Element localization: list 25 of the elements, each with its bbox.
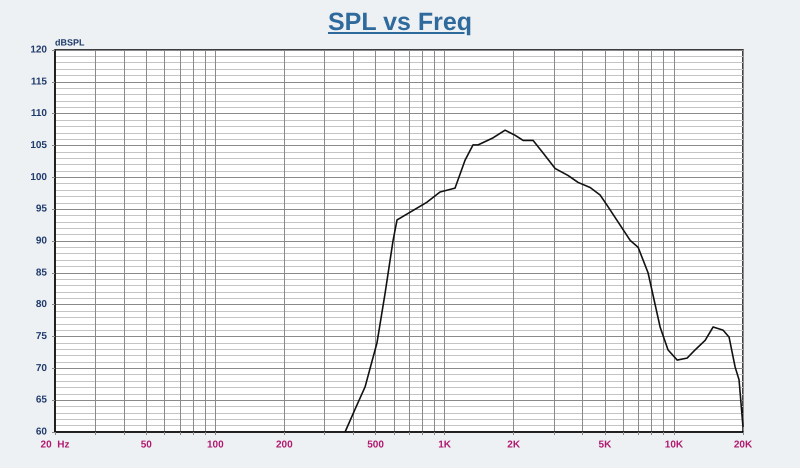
y-tick-label: 95	[36, 204, 48, 215]
y-tick-label: 90	[36, 236, 48, 246]
y-tick-label: 115	[30, 76, 48, 88]
x-tick-label: 50	[140, 440, 152, 450]
x-tick-label: 5K	[598, 440, 612, 450]
x-tick-label: 20K	[734, 440, 753, 450]
x-tick-label: 500	[367, 440, 384, 450]
x-tick-label: 1K	[438, 440, 452, 450]
y-tick-label: 65	[36, 394, 48, 406]
x-tick-label: 10K	[664, 440, 684, 450]
y-axis-title: dBSPL	[55, 38, 86, 48]
y-tick-label: 110	[30, 108, 48, 120]
y-tick-label: 60	[36, 426, 48, 438]
x-tick-label: 100	[206, 440, 224, 450]
y-tick-label: 100	[30, 172, 48, 183]
x-tick-label: 200	[276, 440, 294, 450]
x-tick-label: 20 Hz	[40, 440, 70, 450]
y-tick-label: 85	[36, 267, 48, 278]
y-tick-label: 75	[36, 331, 48, 342]
x-tick-label: 2K	[507, 440, 521, 450]
y-tick-label: 80	[36, 299, 48, 310]
y-tick-label: 105	[30, 140, 48, 151]
y-tick-label: 120	[30, 44, 48, 56]
chart-title: SPL vs Freq	[326, 8, 474, 37]
y-tick-label: 70	[36, 362, 48, 374]
